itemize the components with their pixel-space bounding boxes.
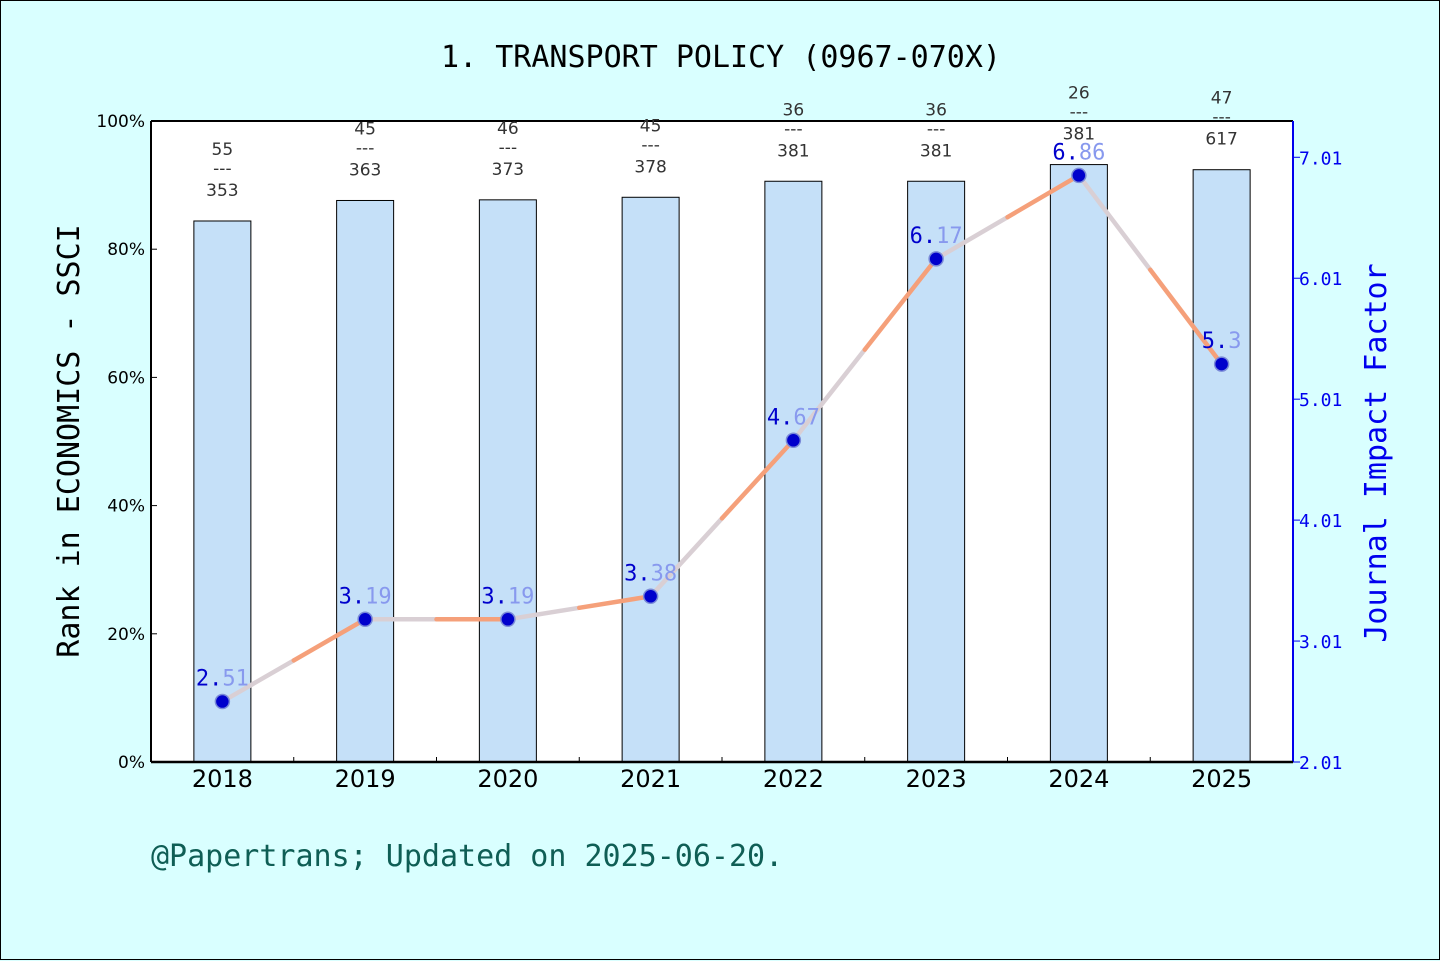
y2-tick-label: 2.01	[1299, 753, 1342, 774]
if-point-2019	[357, 611, 373, 628]
labels-layer: 55---35345---36346---37345---37836---381…	[96, 84, 1342, 793]
x-tick-label-2020: 2020	[477, 765, 538, 793]
y-tick-label: 20%	[107, 625, 145, 645]
if-point-2023	[928, 251, 944, 267]
y-tick-label: 80%	[107, 240, 145, 260]
if-line-segment-a	[220, 658, 296, 704]
rank-label-2024: 26	[1068, 84, 1090, 104]
if-line-segment-a	[1076, 173, 1153, 273]
plot-area	[151, 121, 1293, 762]
bar-2025	[1192, 169, 1251, 763]
x-tick-label-2018: 2018	[192, 765, 253, 793]
y-tick-label: 100%	[96, 112, 145, 132]
if-point-2018	[214, 693, 231, 710]
x-tick-label-2025: 2025	[1191, 765, 1252, 793]
x-tick-label-2023: 2023	[906, 765, 967, 793]
rank-label-2021: 45	[640, 116, 662, 136]
rank-separator-2021: ---	[641, 135, 659, 155]
rank-separator-2025: ---	[1212, 108, 1230, 128]
rank-separator-2018: ---	[213, 159, 231, 179]
y-tick-label: 40%	[107, 497, 145, 517]
if-point-2022	[785, 432, 802, 449]
y2-tick-label: 3.01	[1299, 632, 1342, 653]
rank-total-2023: 381	[920, 141, 952, 161]
bar-2019	[336, 199, 395, 763]
rank-label-2020: 46	[497, 119, 519, 139]
bar-2023	[907, 180, 966, 763]
y2-axis-label: Journal Impact Factor	[1359, 263, 1394, 642]
rank-label-2019: 45	[354, 119, 376, 139]
bars-layer	[151, 121, 1293, 763]
rank-total-2018: 353	[206, 181, 238, 201]
bar-2024	[1049, 164, 1108, 763]
y2-tick-label: 4.01	[1299, 511, 1342, 532]
if-point-2024	[1071, 167, 1087, 184]
if-line-segment-a	[648, 516, 725, 599]
if-line-segment-b	[577, 594, 653, 611]
x-tick-label-2024: 2024	[1048, 765, 1109, 793]
if-point-2025	[1213, 356, 1230, 372]
rank-label-2022: 36	[783, 100, 805, 120]
rank-separator-2022: ---	[784, 119, 802, 139]
x-tick-label-2022: 2022	[763, 765, 824, 793]
bar-2021	[621, 196, 680, 763]
if-label-2024: 6.86	[1052, 140, 1105, 165]
rank-total-2025: 617	[1205, 130, 1237, 150]
rank-total-2020: 373	[492, 160, 524, 180]
if-line-segment-b	[719, 438, 796, 521]
x-tick-label-2019: 2019	[335, 765, 396, 793]
rank-label-2023: 36	[925, 100, 947, 120]
if-line-segment-b	[291, 617, 368, 663]
if-label-2020: 3.19	[481, 584, 534, 609]
if-label-2021: 3.38	[624, 561, 677, 586]
if-label-2018: 2.51	[196, 667, 249, 692]
bar-2018	[193, 220, 252, 763]
rank-label-2025: 47	[1211, 89, 1233, 109]
if-label-2022: 4.67	[767, 405, 820, 430]
rank-separator-2020: ---	[499, 138, 517, 158]
if-line-segment-a	[791, 347, 867, 443]
rank-separator-2019: ---	[356, 138, 374, 158]
if-label-2019: 3.19	[339, 584, 392, 609]
y-tick-label: 60%	[107, 368, 145, 388]
x-tick-label-2021: 2021	[620, 765, 681, 793]
if-line-segment-b	[1005, 173, 1082, 220]
y2-tick-label: 7.01	[1299, 148, 1342, 169]
rank-label-2018: 55	[212, 140, 234, 160]
y2-tick-label: 5.01	[1299, 390, 1342, 411]
bar-2020	[478, 199, 537, 763]
rank-separator-2024: ---	[1070, 103, 1088, 123]
rank-total-2024: 381	[1063, 125, 1095, 145]
if-label-2025: 5.3	[1202, 329, 1242, 354]
if-line-segment-b	[1148, 267, 1224, 367]
if-line-segment-a	[933, 214, 1010, 262]
rank-total-2019: 363	[349, 160, 381, 180]
if-point-2020	[500, 611, 516, 628]
footer-credit: @Papertrans; Updated on 2025-06-20.	[151, 839, 783, 874]
if-line-segment-a	[505, 605, 582, 622]
y-tick-label: 0%	[118, 753, 145, 773]
line-layer	[214, 167, 1230, 710]
y2-tick-label: 6.01	[1299, 269, 1342, 290]
rank-total-2021: 378	[634, 157, 666, 177]
rank-separator-2023: ---	[927, 119, 945, 139]
if-label-2023: 6.17	[910, 224, 963, 249]
axes-layer	[150, 120, 1300, 764]
bar-2022	[764, 180, 823, 763]
y-axis-label: Rank in ECONOMICS - SSCI	[52, 224, 87, 657]
rank-total-2022: 381	[777, 141, 809, 161]
if-point-2021	[642, 588, 659, 605]
if-line-segment-b	[862, 256, 939, 352]
chart-title: 1. TRANSPORT POLICY (0967-070X)	[441, 40, 1001, 75]
